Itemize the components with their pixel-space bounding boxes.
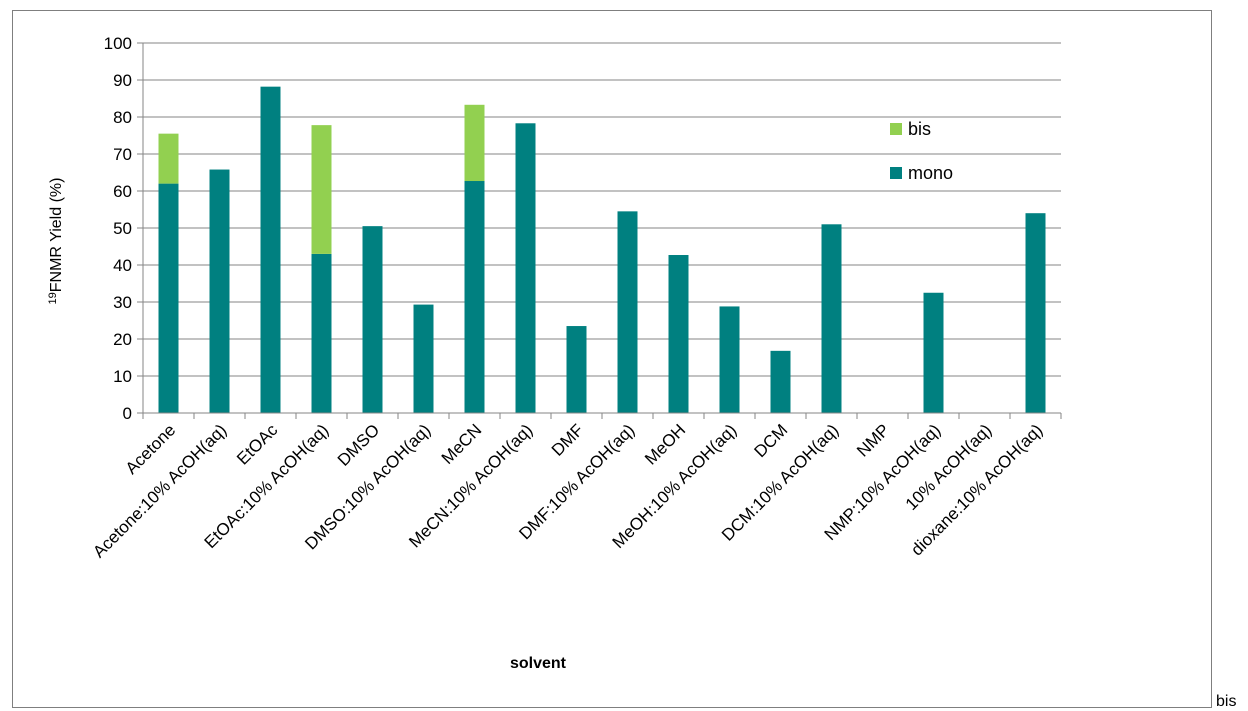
bar-mono-3 [311, 253, 332, 413]
y-tick-label-30: 30 [113, 293, 132, 312]
y-tick-label-20: 20 [113, 330, 132, 349]
x-tick-label-4: DMSO [334, 420, 383, 469]
legend-swatch-mono [890, 167, 902, 179]
y-axis-label-text: FNMR Yield (%) [48, 178, 65, 293]
bar-mono-15 [923, 292, 944, 413]
stray-bis-label: bis [1216, 693, 1237, 710]
bars [158, 86, 1046, 413]
legend: bis mono [890, 119, 953, 183]
bar-mono-12 [770, 350, 791, 413]
bar-mono-11 [719, 306, 740, 413]
x-tick-label-14: NMP [853, 420, 893, 460]
y-tick-label-90: 90 [113, 71, 132, 90]
bar-mono-10 [668, 255, 689, 413]
y-tick-label-0: 0 [123, 404, 132, 423]
y-tick-labels: 0 10 20 30 40 50 60 70 80 90 100 [104, 34, 132, 423]
x-tick-label-6: MeCN [438, 420, 485, 467]
legend-swatch-bis [890, 123, 902, 135]
bar-mono-8 [566, 326, 587, 413]
y-tick-label-50: 50 [113, 219, 132, 238]
y-tick-label-40: 40 [113, 256, 132, 275]
y-tick-label-60: 60 [113, 182, 132, 201]
axes [142, 43, 1062, 419]
x-tick-label-10: MeOH [641, 420, 689, 468]
bar-mono-6 [464, 181, 485, 413]
bar-bis-0 [158, 133, 179, 184]
bar-mono-5 [413, 304, 434, 413]
bar-mono-9 [617, 211, 638, 413]
y-axis-label-superscript: 19 [47, 292, 59, 304]
y-tick-label-100: 100 [104, 34, 132, 53]
grid-lines [137, 42, 1061, 414]
x-tick-label-12: DCM [751, 420, 792, 461]
y-tick-label-80: 80 [113, 108, 132, 127]
bar-chart: 0 10 20 30 40 50 60 70 80 90 100 AcetoneAcetone:10… [47, 34, 1062, 672]
bar-bis-6 [464, 104, 485, 182]
legend-label-mono: mono [908, 163, 953, 183]
y-tick-label-10: 10 [113, 367, 132, 386]
bar-bis-3 [311, 125, 332, 254]
bar-mono-4 [362, 226, 383, 413]
bar-mono-17 [1025, 213, 1046, 413]
x-axis-label: solvent [510, 655, 567, 672]
x-tick-label-8: DMF [548, 420, 587, 459]
y-axis-label: 19FNMR Yield (%) [47, 178, 65, 305]
bar-mono-7 [515, 123, 536, 413]
y-tick-label-70: 70 [113, 145, 132, 164]
chart-frame: 0 10 20 30 40 50 60 70 80 90 100 Acetone Acetone:10… [12, 10, 1212, 708]
bar-mono-0 [158, 183, 179, 413]
legend-label-bis: bis [908, 119, 931, 139]
bar-mono-2 [260, 86, 281, 413]
bar-mono-13 [821, 224, 842, 413]
bar-mono-1 [209, 169, 230, 413]
x-tick-label-2: EtOAc [233, 420, 282, 469]
